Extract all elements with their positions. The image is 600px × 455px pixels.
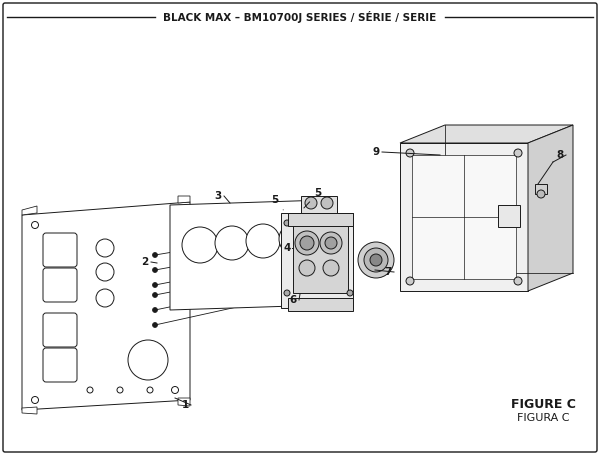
Circle shape <box>347 290 353 296</box>
Polygon shape <box>22 407 37 414</box>
Circle shape <box>514 277 522 285</box>
Circle shape <box>87 387 93 393</box>
Circle shape <box>514 149 522 157</box>
Polygon shape <box>288 213 353 226</box>
Circle shape <box>300 236 314 250</box>
Circle shape <box>370 254 382 266</box>
Text: 7: 7 <box>385 267 392 277</box>
Circle shape <box>364 248 388 272</box>
Text: 5: 5 <box>271 195 283 210</box>
Polygon shape <box>400 143 528 291</box>
Circle shape <box>325 237 337 249</box>
Circle shape <box>358 242 394 278</box>
Polygon shape <box>178 398 190 406</box>
Circle shape <box>279 223 311 255</box>
Polygon shape <box>22 206 37 215</box>
Circle shape <box>96 263 114 281</box>
Circle shape <box>347 220 353 226</box>
FancyBboxPatch shape <box>43 268 77 302</box>
Circle shape <box>284 220 290 226</box>
Circle shape <box>96 289 114 307</box>
Circle shape <box>311 234 319 242</box>
Circle shape <box>152 308 157 313</box>
Circle shape <box>406 149 414 157</box>
Circle shape <box>117 387 123 393</box>
FancyBboxPatch shape <box>43 313 77 347</box>
Circle shape <box>152 283 157 288</box>
Circle shape <box>295 231 319 255</box>
Circle shape <box>311 254 319 262</box>
Circle shape <box>152 253 157 258</box>
Circle shape <box>147 387 153 393</box>
Circle shape <box>406 277 414 285</box>
Polygon shape <box>400 125 573 143</box>
Circle shape <box>152 268 157 273</box>
Circle shape <box>299 260 315 276</box>
FancyBboxPatch shape <box>43 233 77 267</box>
Text: 9: 9 <box>373 147 380 157</box>
Text: 6: 6 <box>289 295 296 305</box>
Text: 8: 8 <box>556 150 563 160</box>
Circle shape <box>32 222 38 228</box>
Circle shape <box>182 227 218 263</box>
Circle shape <box>246 224 280 258</box>
Circle shape <box>128 340 168 380</box>
Text: 5: 5 <box>304 188 322 208</box>
FancyBboxPatch shape <box>43 348 77 382</box>
Circle shape <box>32 396 38 404</box>
Polygon shape <box>412 155 516 279</box>
Circle shape <box>320 232 342 254</box>
Circle shape <box>537 190 545 198</box>
Polygon shape <box>281 213 353 308</box>
Circle shape <box>96 239 114 257</box>
Text: 1: 1 <box>181 400 188 410</box>
Polygon shape <box>528 125 573 291</box>
Text: FIGURA C: FIGURA C <box>517 413 569 423</box>
Polygon shape <box>293 223 348 293</box>
Polygon shape <box>288 298 353 311</box>
Text: FIGURE C: FIGURE C <box>511 399 575 411</box>
Text: 4: 4 <box>283 243 290 253</box>
Circle shape <box>321 197 333 209</box>
Text: 3: 3 <box>214 191 221 201</box>
Circle shape <box>152 293 157 298</box>
Circle shape <box>215 226 249 260</box>
Text: 2: 2 <box>142 257 149 267</box>
Polygon shape <box>22 202 190 410</box>
Polygon shape <box>301 196 337 213</box>
Circle shape <box>172 386 179 394</box>
Circle shape <box>305 197 317 209</box>
Circle shape <box>152 323 157 328</box>
Circle shape <box>323 260 339 276</box>
Bar <box>498 205 520 227</box>
Text: BLACK MAX – BM10700J SERIES / SÉRIE / SERIE: BLACK MAX – BM10700J SERIES / SÉRIE / SE… <box>163 11 437 23</box>
Polygon shape <box>178 196 190 203</box>
Bar <box>535 184 547 194</box>
Circle shape <box>284 290 290 296</box>
Polygon shape <box>170 200 325 310</box>
Circle shape <box>172 207 179 213</box>
